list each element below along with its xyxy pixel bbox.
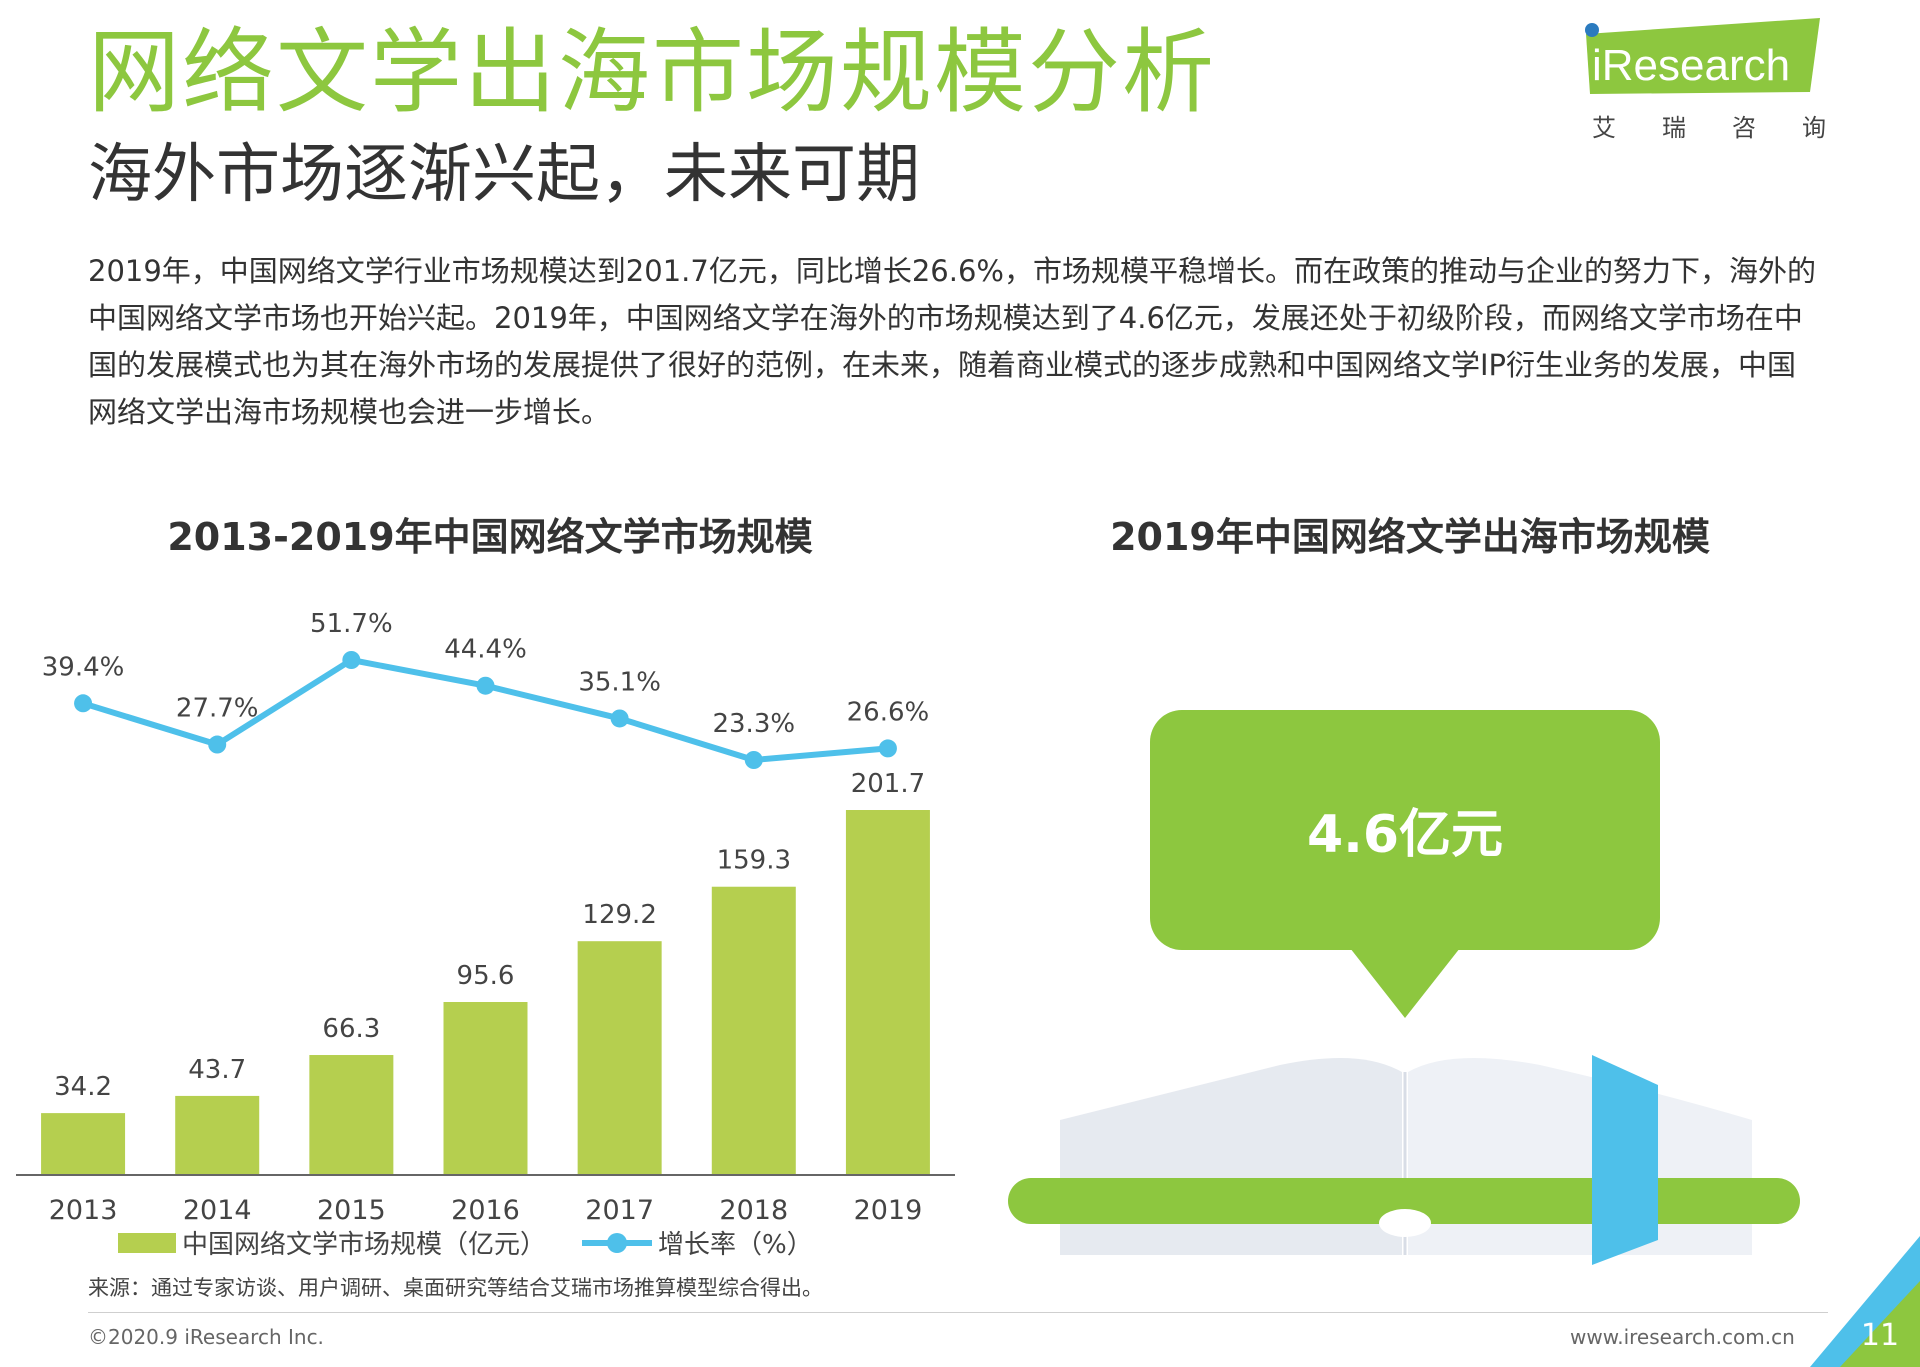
- x-tick-2016: 2016: [451, 1195, 520, 1220]
- page-number: 11: [1860, 1318, 1900, 1353]
- page-title: 网络文学出海市场规模分析: [88, 19, 1217, 126]
- logo-char-1: 艾: [1592, 114, 1616, 142]
- bar-label-2017: 129.2: [582, 900, 656, 930]
- overseas-market-illustration: 4.6亿元: [1008, 710, 1800, 1265]
- growth-point-2016: [476, 676, 495, 695]
- value-bubble-pointer: [1350, 948, 1460, 1018]
- x-tick-2015: 2015: [317, 1195, 386, 1220]
- bar-2019: [845, 810, 930, 1175]
- x-tick-2017: 2017: [585, 1195, 654, 1220]
- growth-label-2014: 27.7%: [176, 694, 259, 724]
- summary-paragraph: 2019年，中国网络文学行业市场规模达到201.7亿元，同比增长26.6%，市场…: [88, 254, 1816, 429]
- bar-2013: [41, 1113, 126, 1175]
- x-tick-2014: 2014: [183, 1195, 252, 1220]
- x-tick-2018: 2018: [719, 1195, 788, 1220]
- bar-2016: [443, 1002, 528, 1175]
- growth-label-2019: 26.6%: [847, 697, 930, 727]
- bar-2014: [175, 1095, 260, 1175]
- growth-label-2016: 44.4%: [444, 635, 527, 665]
- bar-label-2015: 66.3: [322, 1014, 380, 1044]
- logo-char-4: 询: [1802, 114, 1826, 142]
- chart-legend: 中国网络文学市场规模（亿元） 增长率（%）: [118, 1224, 813, 1261]
- growth-label-2017: 35.1%: [578, 667, 661, 697]
- logo-char-2: 瑞: [1662, 114, 1686, 142]
- value-bubble: [1150, 710, 1660, 950]
- logo-char-3: 咨: [1732, 114, 1756, 142]
- page-corner-decoration: [1810, 1236, 1920, 1367]
- overseas-market-value: 4.6亿元: [1307, 805, 1503, 865]
- legend-bar-swatch: [118, 1232, 176, 1253]
- bookmark: [1592, 1055, 1658, 1265]
- copyright-text: ©2020.9 iResearch Inc.: [88, 1325, 324, 1349]
- page-subtitle: 海外市场逐渐兴起，未来可期: [88, 138, 920, 212]
- footer-divider: [88, 1312, 1828, 1313]
- market-size-chart: 34.2 2013 43.7 2014 66.3 2015 95.6 2016 129.2 201…: [16, 609, 955, 1220]
- source-note: 来源：通过专家访谈、用户调研、桌面研究等结合艾瑞市场推算模型综合得出。: [88, 1276, 823, 1300]
- growth-point-2018: [744, 751, 763, 769]
- website-link[interactable]: www.iresearch.com.cn: [1570, 1325, 1795, 1349]
- market-size-chart-title: 2013-2019年中国网络文学市场规模: [167, 515, 813, 559]
- logo-brand-text: iResearch: [1592, 41, 1790, 90]
- x-tick-2013: 2013: [49, 1195, 118, 1220]
- bar-label-2016: 95.6: [457, 961, 515, 991]
- overseas-market-title: 2019年中国网络文学出海市场规模: [1110, 515, 1710, 559]
- x-tick-2019: 2019: [854, 1195, 923, 1220]
- bar-2015: [309, 1055, 394, 1175]
- bar-label-2018: 159.3: [717, 846, 791, 876]
- growth-point-2014: [208, 735, 227, 754]
- growth-point-2013: [74, 694, 93, 713]
- growth-point-2019: [878, 739, 897, 758]
- legend-bar-label: 中国网络文学市场规模（亿元）: [182, 1230, 547, 1260]
- legend-line-swatch: [582, 1232, 653, 1253]
- book-left-page: [1060, 1057, 1402, 1255]
- growth-point-2017: [610, 709, 629, 728]
- iresearch-logo: iResearch 艾 瑞 咨 询: [1578, 12, 1828, 142]
- growth-label-2015: 51.7%: [310, 609, 393, 639]
- bar-label-2014: 43.7: [188, 1055, 246, 1085]
- growth-point-2015: [342, 651, 361, 669]
- bar-2018: [711, 886, 796, 1175]
- bar-label-2013: 34.2: [54, 1072, 112, 1102]
- bar-2017: [577, 941, 662, 1175]
- legend-line-label: 增长率（%）: [658, 1230, 813, 1260]
- growth-label-2013: 39.4%: [42, 652, 125, 682]
- book-right-page: [1408, 1057, 1752, 1255]
- bar-label-2019: 201.7: [851, 769, 925, 799]
- growth-label-2018: 23.3%: [712, 709, 795, 739]
